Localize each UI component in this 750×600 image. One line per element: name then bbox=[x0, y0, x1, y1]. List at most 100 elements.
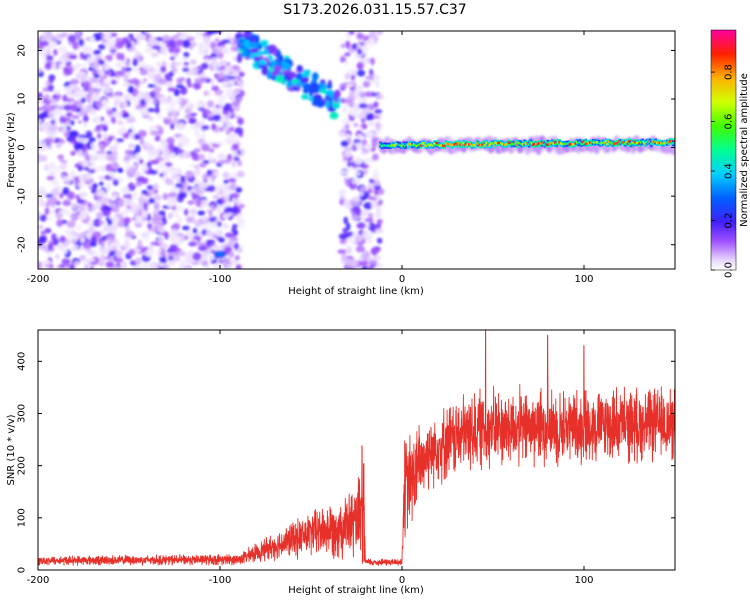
tone-core bbox=[580, 142, 583, 146]
noise-cell bbox=[156, 61, 161, 67]
tone-core bbox=[479, 144, 483, 147]
noise-cell bbox=[116, 120, 124, 125]
noise-cell bbox=[189, 67, 195, 76]
tone-core bbox=[514, 141, 518, 145]
noise-cell bbox=[76, 199, 85, 204]
noise-cell bbox=[137, 208, 143, 217]
noise-cell bbox=[134, 135, 142, 140]
tone-core bbox=[559, 142, 563, 145]
noise-cell bbox=[69, 263, 75, 269]
noise-cell bbox=[166, 252, 176, 257]
noise-cell bbox=[158, 210, 166, 216]
noise-cell bbox=[375, 121, 381, 130]
noise-cell bbox=[166, 137, 175, 145]
noise-cell bbox=[231, 100, 241, 107]
noise-cell bbox=[198, 42, 204, 49]
tone-core bbox=[539, 142, 543, 145]
tone-core bbox=[450, 144, 454, 148]
tone-core bbox=[628, 140, 631, 143]
spectrogram-y-tick-label: 20 bbox=[17, 44, 28, 57]
tone-core bbox=[412, 143, 416, 146]
tone-core bbox=[478, 143, 481, 147]
noise-cell bbox=[152, 97, 158, 105]
tone-core bbox=[443, 144, 446, 148]
spectrogram-frame bbox=[37, 30, 676, 270]
noise-cell bbox=[126, 205, 131, 210]
noise-cell bbox=[338, 132, 346, 137]
noise-cell bbox=[106, 109, 115, 115]
noise-cell bbox=[211, 123, 217, 131]
noise-cell bbox=[133, 67, 139, 73]
noise-cell bbox=[125, 61, 131, 67]
noise-cell bbox=[162, 192, 168, 201]
noise-cell bbox=[44, 207, 50, 216]
tone-core bbox=[465, 142, 468, 145]
noise-cell bbox=[127, 85, 135, 94]
noise-cell bbox=[143, 202, 148, 211]
noise-cell bbox=[195, 178, 200, 186]
spectrogram-heatmap bbox=[38, 31, 675, 269]
noise-cell bbox=[215, 206, 222, 214]
noise-cell bbox=[231, 192, 240, 199]
noise-cell bbox=[343, 147, 354, 151]
chirp-cell bbox=[253, 56, 261, 62]
noise-cell bbox=[360, 117, 366, 124]
colorbar-tick-label: 0.0 bbox=[724, 262, 735, 278]
spectrogram-x-tick-label: 0 bbox=[399, 274, 405, 285]
noise-cell bbox=[131, 96, 137, 102]
tone-core bbox=[428, 144, 432, 147]
noise-cell bbox=[231, 227, 237, 233]
colorbar: 0.0 0.2 0.4 0.6 0.8 Normalized spectral ampl… bbox=[710, 29, 750, 278]
noise-cell bbox=[127, 249, 136, 256]
noise-cell bbox=[185, 255, 194, 264]
noise-cell bbox=[338, 170, 349, 175]
noise-cell bbox=[89, 36, 96, 43]
noise-cell bbox=[75, 224, 83, 231]
noise-cell bbox=[141, 190, 148, 195]
noise-cell bbox=[70, 229, 77, 236]
noise-cell bbox=[155, 88, 160, 97]
noise-cell bbox=[74, 176, 80, 186]
noise-cell bbox=[55, 244, 65, 250]
noise-cell bbox=[139, 137, 144, 146]
noise-cell bbox=[228, 132, 234, 140]
tone-core bbox=[408, 142, 411, 146]
noise-cell bbox=[231, 89, 241, 96]
noise-cell bbox=[355, 234, 364, 243]
noise-cell bbox=[118, 198, 125, 203]
noise-cell bbox=[225, 257, 231, 263]
noise-cell bbox=[206, 109, 211, 115]
noise-cell bbox=[201, 260, 209, 267]
tone-core bbox=[641, 140, 644, 143]
noise-cell bbox=[141, 263, 148, 269]
noise-cell bbox=[204, 77, 212, 84]
tone-core bbox=[638, 142, 642, 145]
noise-cell bbox=[370, 57, 375, 66]
noise-cell bbox=[166, 116, 173, 120]
noise-cell bbox=[38, 225, 45, 230]
noise-cell bbox=[182, 225, 190, 231]
noise-cell bbox=[149, 125, 156, 131]
noise-cell bbox=[168, 192, 178, 197]
colorbar-gradient bbox=[710, 29, 737, 271]
snr-y-label: SNR (10 * v/v) bbox=[6, 414, 17, 485]
noise-cell bbox=[77, 233, 86, 238]
tone-core bbox=[406, 144, 410, 147]
noise-cell bbox=[142, 78, 148, 83]
noise-cell bbox=[362, 81, 371, 88]
tone-core bbox=[529, 140, 532, 144]
tone-core bbox=[604, 140, 608, 143]
tone-core bbox=[523, 141, 527, 144]
noise-cell bbox=[182, 68, 190, 72]
noise-cell bbox=[202, 222, 208, 230]
chart-title: S173.2026.031.15.57.C37 bbox=[283, 2, 467, 18]
tone-core bbox=[420, 144, 423, 147]
noise-cell bbox=[183, 115, 194, 119]
tone-core bbox=[503, 143, 506, 147]
noise-cell bbox=[72, 41, 79, 50]
noise-cell bbox=[98, 44, 106, 50]
tone-core bbox=[527, 143, 531, 146]
blob-core bbox=[217, 252, 223, 257]
tone-core bbox=[516, 143, 519, 147]
noise-cell bbox=[356, 62, 364, 70]
